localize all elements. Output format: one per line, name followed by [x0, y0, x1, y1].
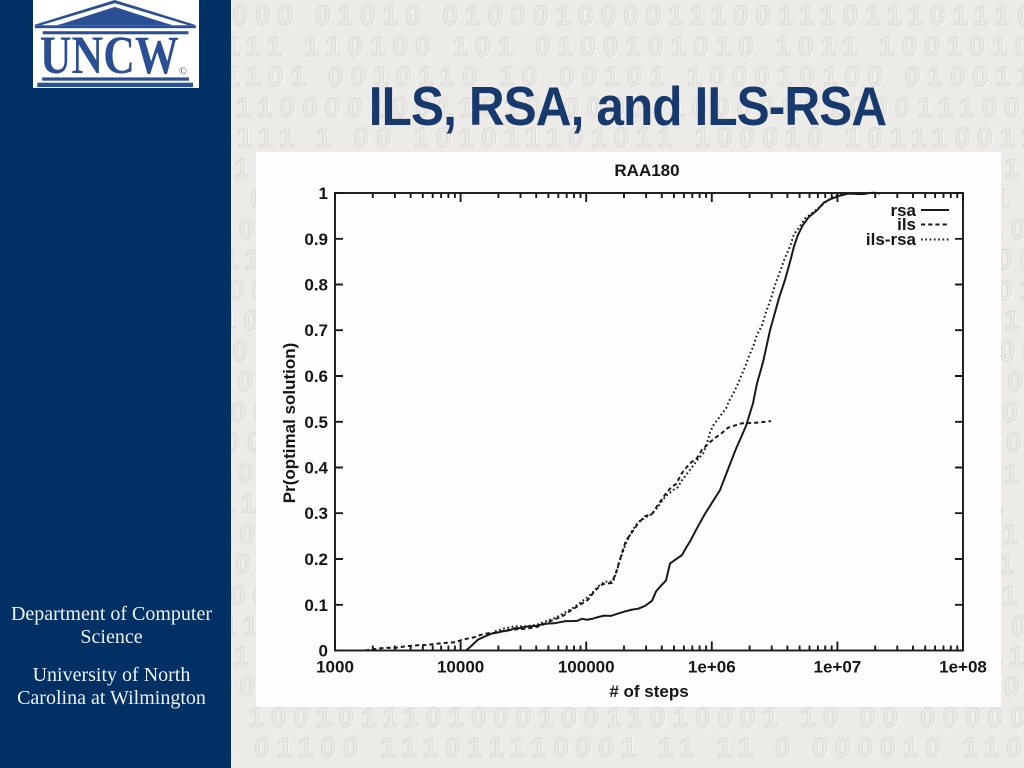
svg-text:rsa: rsa: [890, 201, 916, 220]
svg-text:©: ©: [179, 67, 187, 78]
svg-text:0.4: 0.4: [304, 459, 328, 478]
svg-text:UNCW: UNCW: [40, 25, 179, 86]
svg-text:0: 0: [319, 642, 328, 661]
svg-text:0.2: 0.2: [304, 550, 328, 569]
svg-text:Pr(optimal solution): Pr(optimal solution): [280, 343, 299, 504]
svg-text:RAA180: RAA180: [614, 161, 679, 180]
svg-text:0.8: 0.8: [304, 276, 328, 295]
svg-text:1000: 1000: [316, 658, 354, 677]
svg-text:ils-rsa: ils-rsa: [866, 230, 917, 249]
svg-text:0.6: 0.6: [304, 367, 328, 386]
svg-text:0.3: 0.3: [304, 504, 328, 523]
svg-text:0.5: 0.5: [304, 413, 328, 432]
svg-text:10000: 10000: [437, 658, 484, 677]
svg-text:0.1: 0.1: [304, 596, 328, 615]
svg-text:100000: 100000: [558, 658, 615, 677]
svg-text:ils: ils: [897, 215, 916, 234]
svg-text:1: 1: [319, 184, 328, 203]
svg-text:1e+06: 1e+06: [688, 658, 736, 677]
svg-text:0.9: 0.9: [304, 230, 328, 249]
svg-text:# of steps: # of steps: [609, 682, 688, 701]
svg-text:0.7: 0.7: [304, 321, 328, 340]
svg-text:1e+07: 1e+07: [814, 658, 862, 677]
svg-text:1e+08: 1e+08: [939, 658, 987, 677]
